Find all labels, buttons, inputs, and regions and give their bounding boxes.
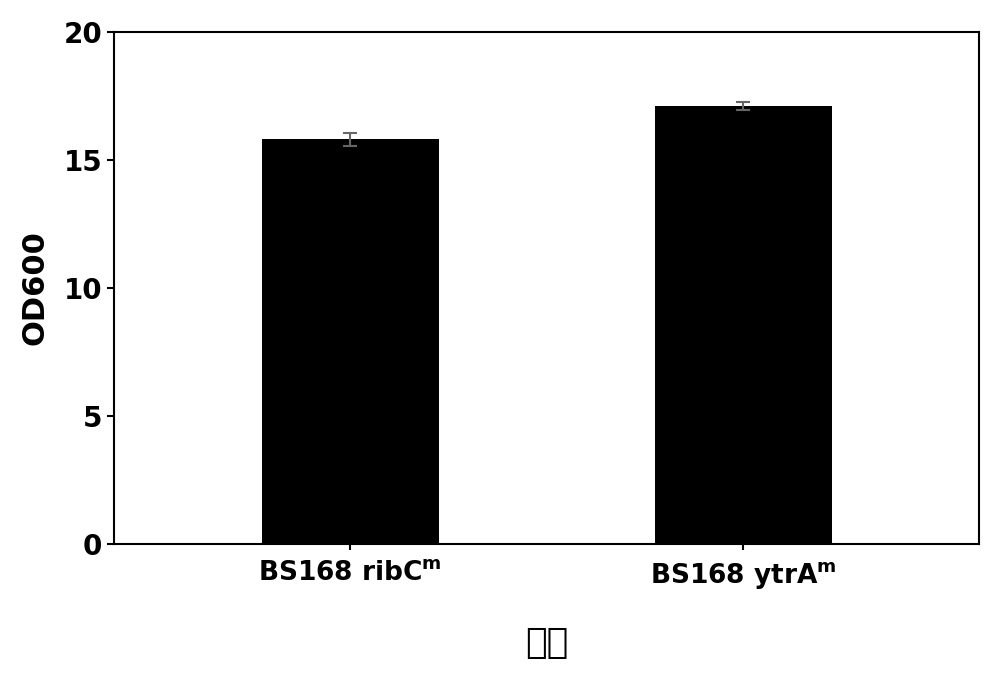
Bar [262, 140, 439, 543]
X-axis label: 菌株: 菌株 [525, 626, 568, 660]
Y-axis label: OD600: OD600 [21, 230, 50, 345]
Bar [655, 106, 832, 543]
